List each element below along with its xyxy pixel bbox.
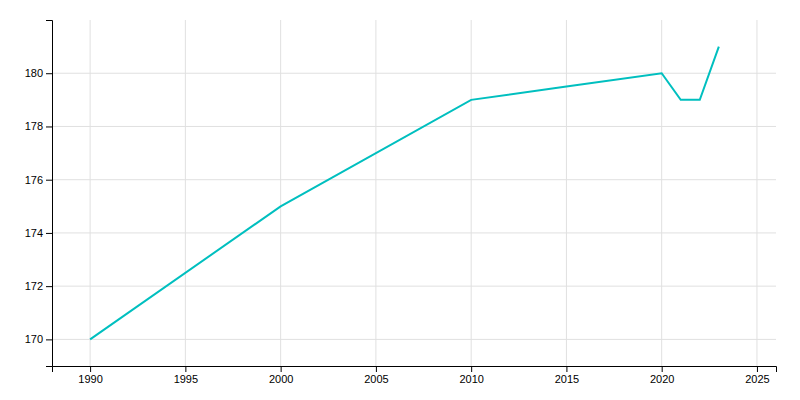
x-tick: 2015 [555,366,579,385]
grid [52,20,776,366]
grid-line-x [90,20,91,366]
marks [90,47,719,340]
x-tick: 1990 [78,366,102,385]
y-tick-mark [46,180,52,181]
chart: 1990199520002005201020152020202517017217… [0,0,800,400]
grid-line-x [375,20,376,366]
grid-line-y [52,339,776,340]
plot: 1990199520002005201020152020202517017217… [25,20,777,385]
grid-line-y [52,179,776,180]
y-tick: 178 [25,120,52,132]
grid-line-y [52,232,776,233]
line [90,47,719,340]
x-tick-label: 2015 [555,373,579,385]
x-tick: 2025 [745,366,769,385]
y-tick-label: 180 [25,67,43,79]
y-tick-mark [46,73,52,74]
grid-line-x [661,20,662,366]
y-tick-mark [46,339,52,340]
y-axis-line [46,21,53,367]
x-tick-label: 2000 [269,373,293,385]
x-tick: 2010 [459,366,483,385]
x-tick-label: 1995 [174,373,198,385]
x-tick-mark [90,366,91,372]
grid-line-y [52,126,776,127]
x-tick-label: 1990 [78,373,102,385]
x-tick-mark [471,366,472,372]
y-tick: 174 [25,227,52,239]
x-tick-mark [566,366,567,372]
x-tick: 2005 [364,366,388,385]
grid-line-y [52,286,776,287]
y-tick-mark [46,126,52,127]
x-axis-line [53,367,777,373]
y-tick-label: 170 [25,333,43,345]
x-tick-mark [185,366,186,372]
y-tick: 180 [25,67,52,79]
y-tick: 176 [25,174,52,186]
x-tick: 1995 [174,366,198,385]
x-tick-mark [376,366,377,372]
x-tick-mark [757,366,758,372]
x-tick-label: 2025 [745,373,769,385]
grid-line-y [52,73,776,74]
grid-line-x [471,20,472,366]
y-tick-label: 172 [25,280,43,292]
grid-line-x [756,20,757,366]
y-tick-label: 176 [25,174,43,186]
x-tick-label: 2010 [459,373,483,385]
y-tick: 172 [25,280,52,292]
y-tick-label: 174 [25,227,43,239]
y-axis: 170 172 174 176 178 180 [25,21,53,367]
y-tick-mark [46,233,52,234]
grid-line-x [566,20,567,366]
x-axis: 1990 1995 2000 2005 2010 2015 2020 2025 [53,366,777,385]
x-tick-label: 2020 [650,373,674,385]
x-tick-mark [662,366,663,372]
y-tick-mark [46,286,52,287]
x-tick-mark [281,366,282,372]
x-tick-label: 2005 [364,373,388,385]
x-tick: 2020 [650,366,674,385]
grid-line-x [185,20,186,366]
y-tick: 170 [25,333,52,345]
grid-line-x [280,20,281,366]
x-tick: 2000 [269,366,293,385]
y-tick-label: 178 [25,120,43,132]
